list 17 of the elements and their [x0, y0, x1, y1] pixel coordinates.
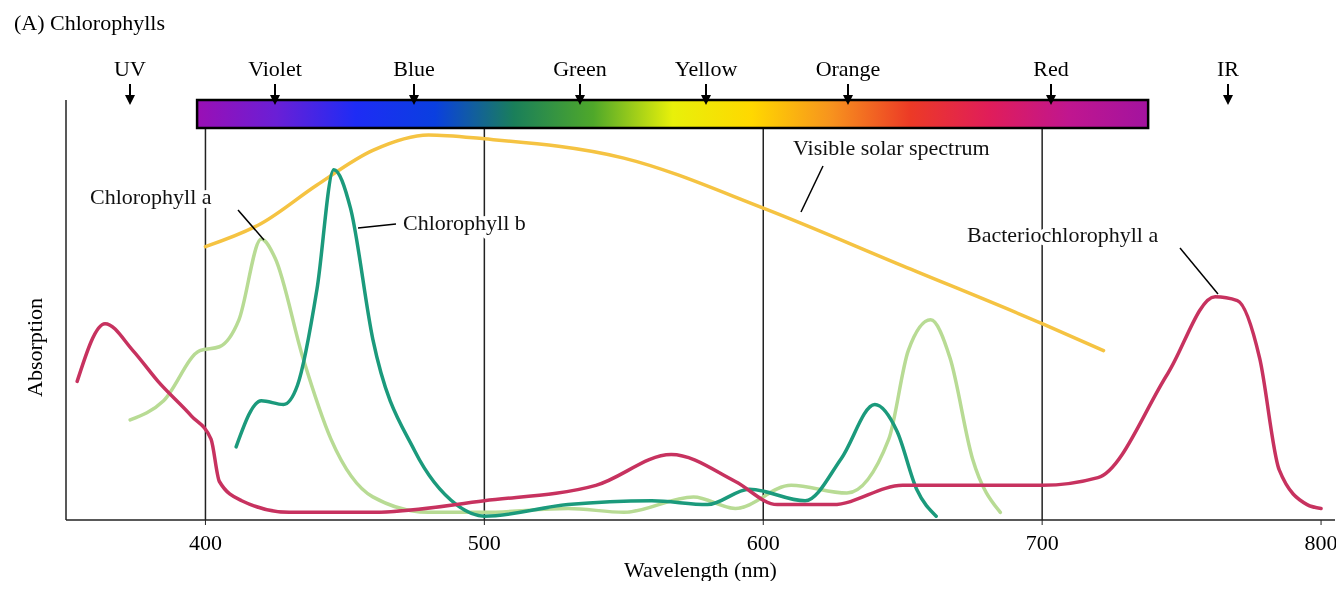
text: UV: [114, 56, 146, 81]
text: Blue: [393, 56, 435, 81]
text: Green: [553, 56, 607, 81]
text: Red: [1033, 56, 1069, 81]
chart-title: (A) Chlorophylls: [14, 10, 165, 35]
x-tick-label: 700: [1025, 530, 1059, 555]
text: IR: [1217, 56, 1240, 81]
x-tick-label: 800: [1304, 530, 1338, 555]
text: Visible solar spectrum: [793, 135, 990, 160]
y-axis-title: Absorption: [22, 298, 47, 397]
text: Violet: [248, 56, 302, 81]
x-tick-label: 600: [746, 530, 780, 555]
text: Orange: [815, 56, 881, 81]
x-tick-label: 500: [467, 530, 501, 555]
x-axis-title: Wavelength (nm): [624, 557, 777, 582]
x-tick-label: 400: [188, 530, 222, 555]
text: Yellow: [674, 56, 738, 81]
